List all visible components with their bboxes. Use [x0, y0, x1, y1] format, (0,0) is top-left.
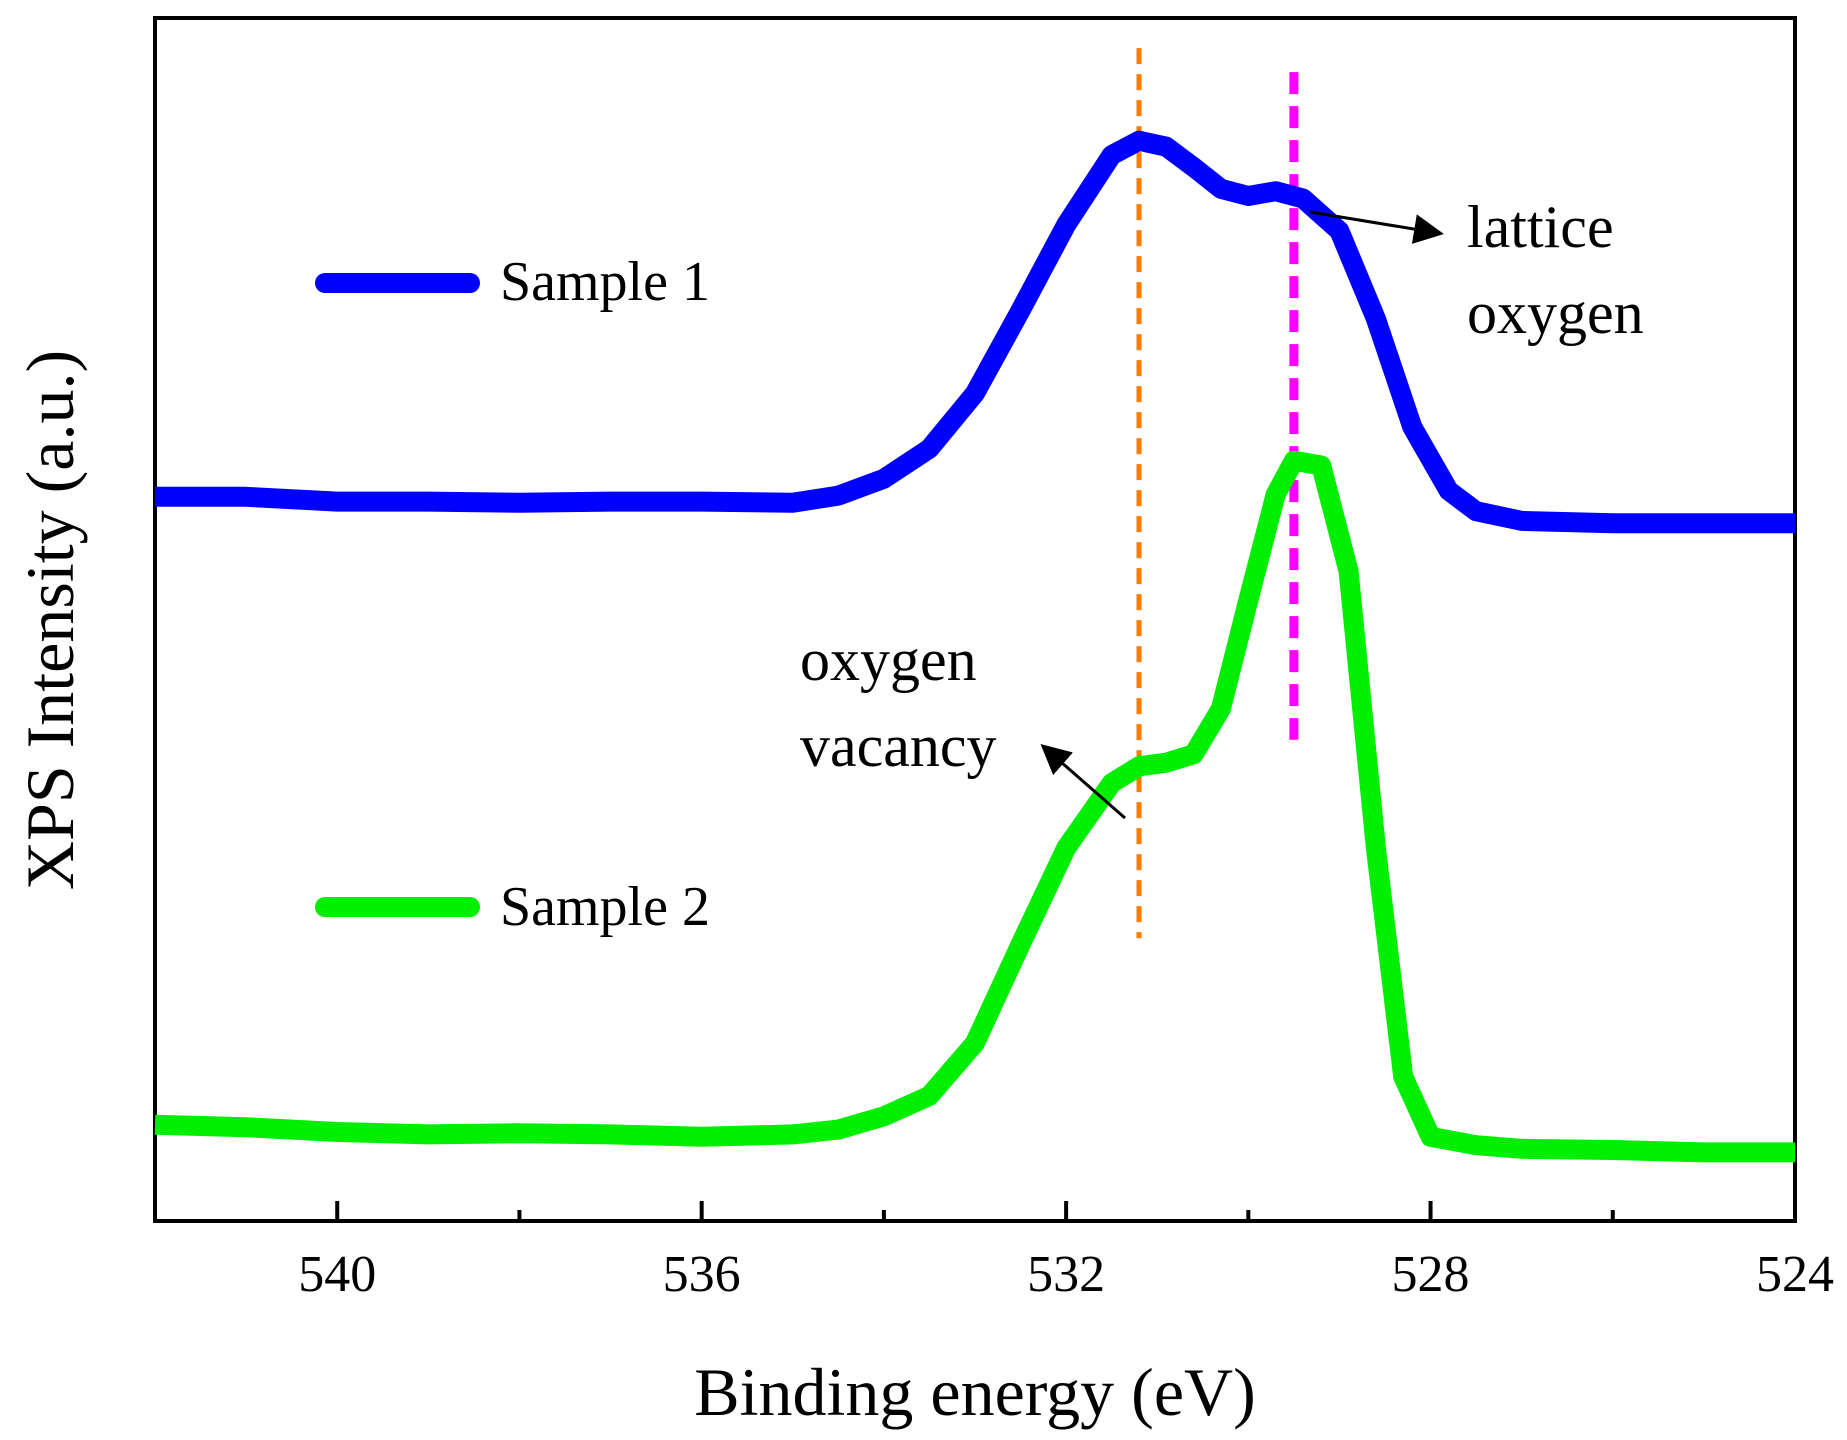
annotation-vacancy-label-line-1: oxygen: [800, 627, 977, 693]
x-tick-label-524: 524: [1756, 1246, 1834, 1303]
x-axis-title: Binding energy (eV): [694, 1354, 1256, 1430]
x-tick-label-540: 540: [298, 1246, 376, 1303]
annotation-lattice-oxygen: lattice oxygen: [1309, 194, 1644, 346]
reference-lines: [1136, 48, 1299, 939]
y-axis-title: XPS Intensity (a.u.): [12, 350, 88, 890]
series-line-sample-2: [154, 450, 1795, 1163]
series-line-sample-1: [155, 130, 1795, 534]
x-tick-label-532: 532: [1027, 1246, 1105, 1303]
plot-frame: [153, 16, 1797, 1223]
annotation-lattice-arrow: [1309, 210, 1444, 244]
x-axis-ticks: [335, 1201, 1797, 1221]
annotation-vacancy-label-line-2: vacancy: [800, 713, 997, 779]
annotation-lattice-label-line-1: lattice: [1467, 194, 1614, 260]
x-tick-label-536: 536: [663, 1246, 741, 1303]
annotation-lattice-label-line-2: oxygen: [1467, 280, 1644, 346]
series-lines: [154, 130, 1795, 1163]
legend: Sample 1 Sample 2: [315, 251, 710, 938]
x-tick-label-528: 528: [1392, 1246, 1470, 1303]
annotation-vacancy-arrow: [1040, 744, 1126, 820]
x-axis-tick-labels: 540 536 532 528 524: [298, 1246, 1834, 1303]
legend-label-sample-1: Sample 1: [500, 251, 710, 313]
legend-label-sample-2: Sample 2: [500, 876, 710, 938]
annotation-oxygen-vacancy: oxygen vacancy: [800, 627, 1126, 820]
